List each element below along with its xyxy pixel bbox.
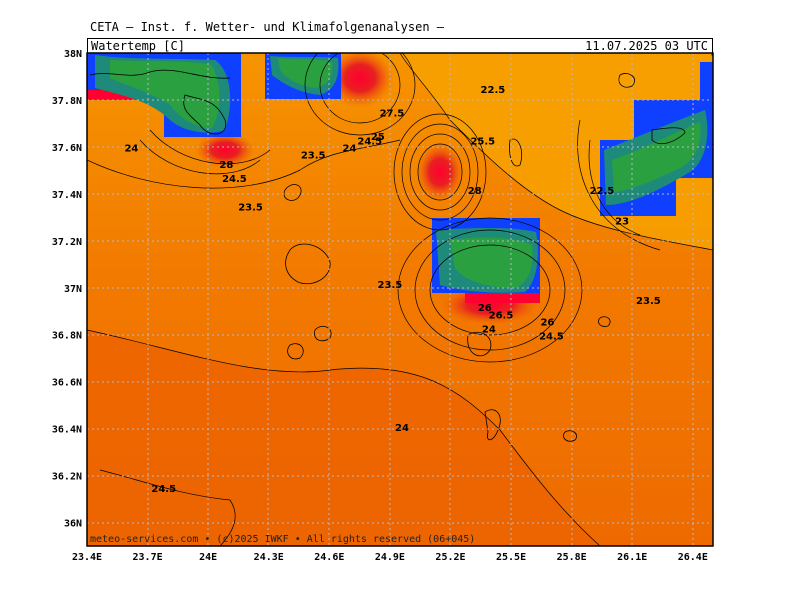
contour-value-label: 26 — [540, 317, 554, 328]
contour-value-label: 25 — [371, 132, 385, 143]
contour-value-label: 24 — [395, 423, 409, 434]
contour-value-label: 23 — [615, 216, 629, 227]
contour-value-label: 27.5 — [380, 108, 405, 119]
longitude-tick-label: 24.9E — [375, 552, 405, 563]
latitude-tick-label: 36N — [64, 519, 82, 530]
latitude-tick-label: 36.8N — [52, 331, 82, 342]
contour-value-label: 24.5 — [357, 137, 382, 148]
contour-value-label: 26.5 — [489, 310, 514, 321]
header-source: CETA — Inst. f. Wetter- und Klimafolgena… — [90, 20, 445, 34]
longitude-tick-label: 26.1E — [617, 552, 647, 563]
contour-value-label: 23.5 — [238, 202, 263, 213]
footer-credit: meteo-services.com • (c)2025 IWKF • All … — [90, 534, 476, 545]
latitude-tick-label: 38N — [64, 49, 82, 60]
latitude-tick-label: 36.2N — [52, 472, 82, 483]
contour-lines — [87, 53, 713, 546]
longitude-tick-label: 25.5E — [496, 552, 526, 563]
parameter-label: Watertemp [C] — [91, 39, 185, 53]
contour-value-label: 24 — [124, 144, 138, 155]
latitude-axis: 38N 37.8N 37.6N 37.4N 37.2N 37N 36.8N 36.6N 36.4… — [52, 49, 82, 530]
hotspot-central — [416, 142, 464, 202]
title-bar: Watertemp [C] 11.07.2025 03 UTC — [87, 38, 713, 53]
land-block-naxos — [432, 218, 540, 303]
longitude-tick-label: 24.3E — [254, 552, 284, 563]
warm-zone-south — [87, 330, 600, 546]
longitude-tick-label: 25.2E — [435, 552, 465, 563]
contour-value-label: 23.5 — [378, 280, 403, 291]
longitude-tick-label: 26.4E — [678, 552, 708, 563]
contour-value-label: 22.5 — [711, 47, 736, 58]
longitude-tick-label: 23.7E — [133, 552, 163, 563]
contour-value-label: 24.5 — [222, 174, 247, 185]
contour-value-label: 24.5 — [539, 331, 564, 342]
hotspot-west — [195, 132, 255, 168]
contour-value-label: 22.5 — [481, 85, 506, 96]
contour-value-label: 23.5 — [636, 296, 661, 307]
longitude-tick-label: 25.8E — [557, 552, 587, 563]
contour-value-label: 28 — [219, 160, 233, 171]
contour-value-label: 23.5 — [301, 151, 326, 162]
land-block-kea — [265, 53, 341, 99]
latitude-tick-label: 37.2N — [52, 237, 82, 248]
longitude-tick-label: 24E — [199, 552, 217, 563]
latitude-tick-label: 36.6N — [52, 378, 82, 389]
contour-value-label: 24.5 — [151, 484, 176, 495]
latitude-tick-label: 37.6N — [52, 143, 82, 154]
longitude-tick-label: 23.4E — [72, 552, 102, 563]
map-frame — [86, 52, 714, 547]
contour-value-label: 24 — [482, 324, 496, 335]
latitude-tick-label: 36.4N — [52, 425, 82, 436]
latitude-tick-label: 37.4N — [52, 190, 82, 201]
valid-time-label: 11.07.2025 03 UTC — [585, 39, 708, 53]
contour-value-label: 22.5 — [590, 186, 615, 197]
latitude-tick-label: 37.8N — [52, 96, 82, 107]
longitude-axis: 23.4E 23.7E 24E 24.3E 24.6E 24.9E 25.2E 25.5E 25… — [72, 552, 708, 563]
contour-value-label: 26 — [478, 303, 492, 314]
hotspot-north — [326, 53, 394, 108]
graticule — [87, 53, 713, 546]
contour-value-label: 24 — [343, 144, 357, 155]
latitude-tick-label: 37N — [64, 284, 82, 295]
contour-value-label: 28 — [468, 186, 482, 197]
land-block-attica — [87, 53, 241, 137]
land-block-ikaria — [600, 62, 713, 216]
longitude-tick-label: 24.6E — [314, 552, 344, 563]
contour-value-label: 25.5 — [470, 137, 495, 148]
